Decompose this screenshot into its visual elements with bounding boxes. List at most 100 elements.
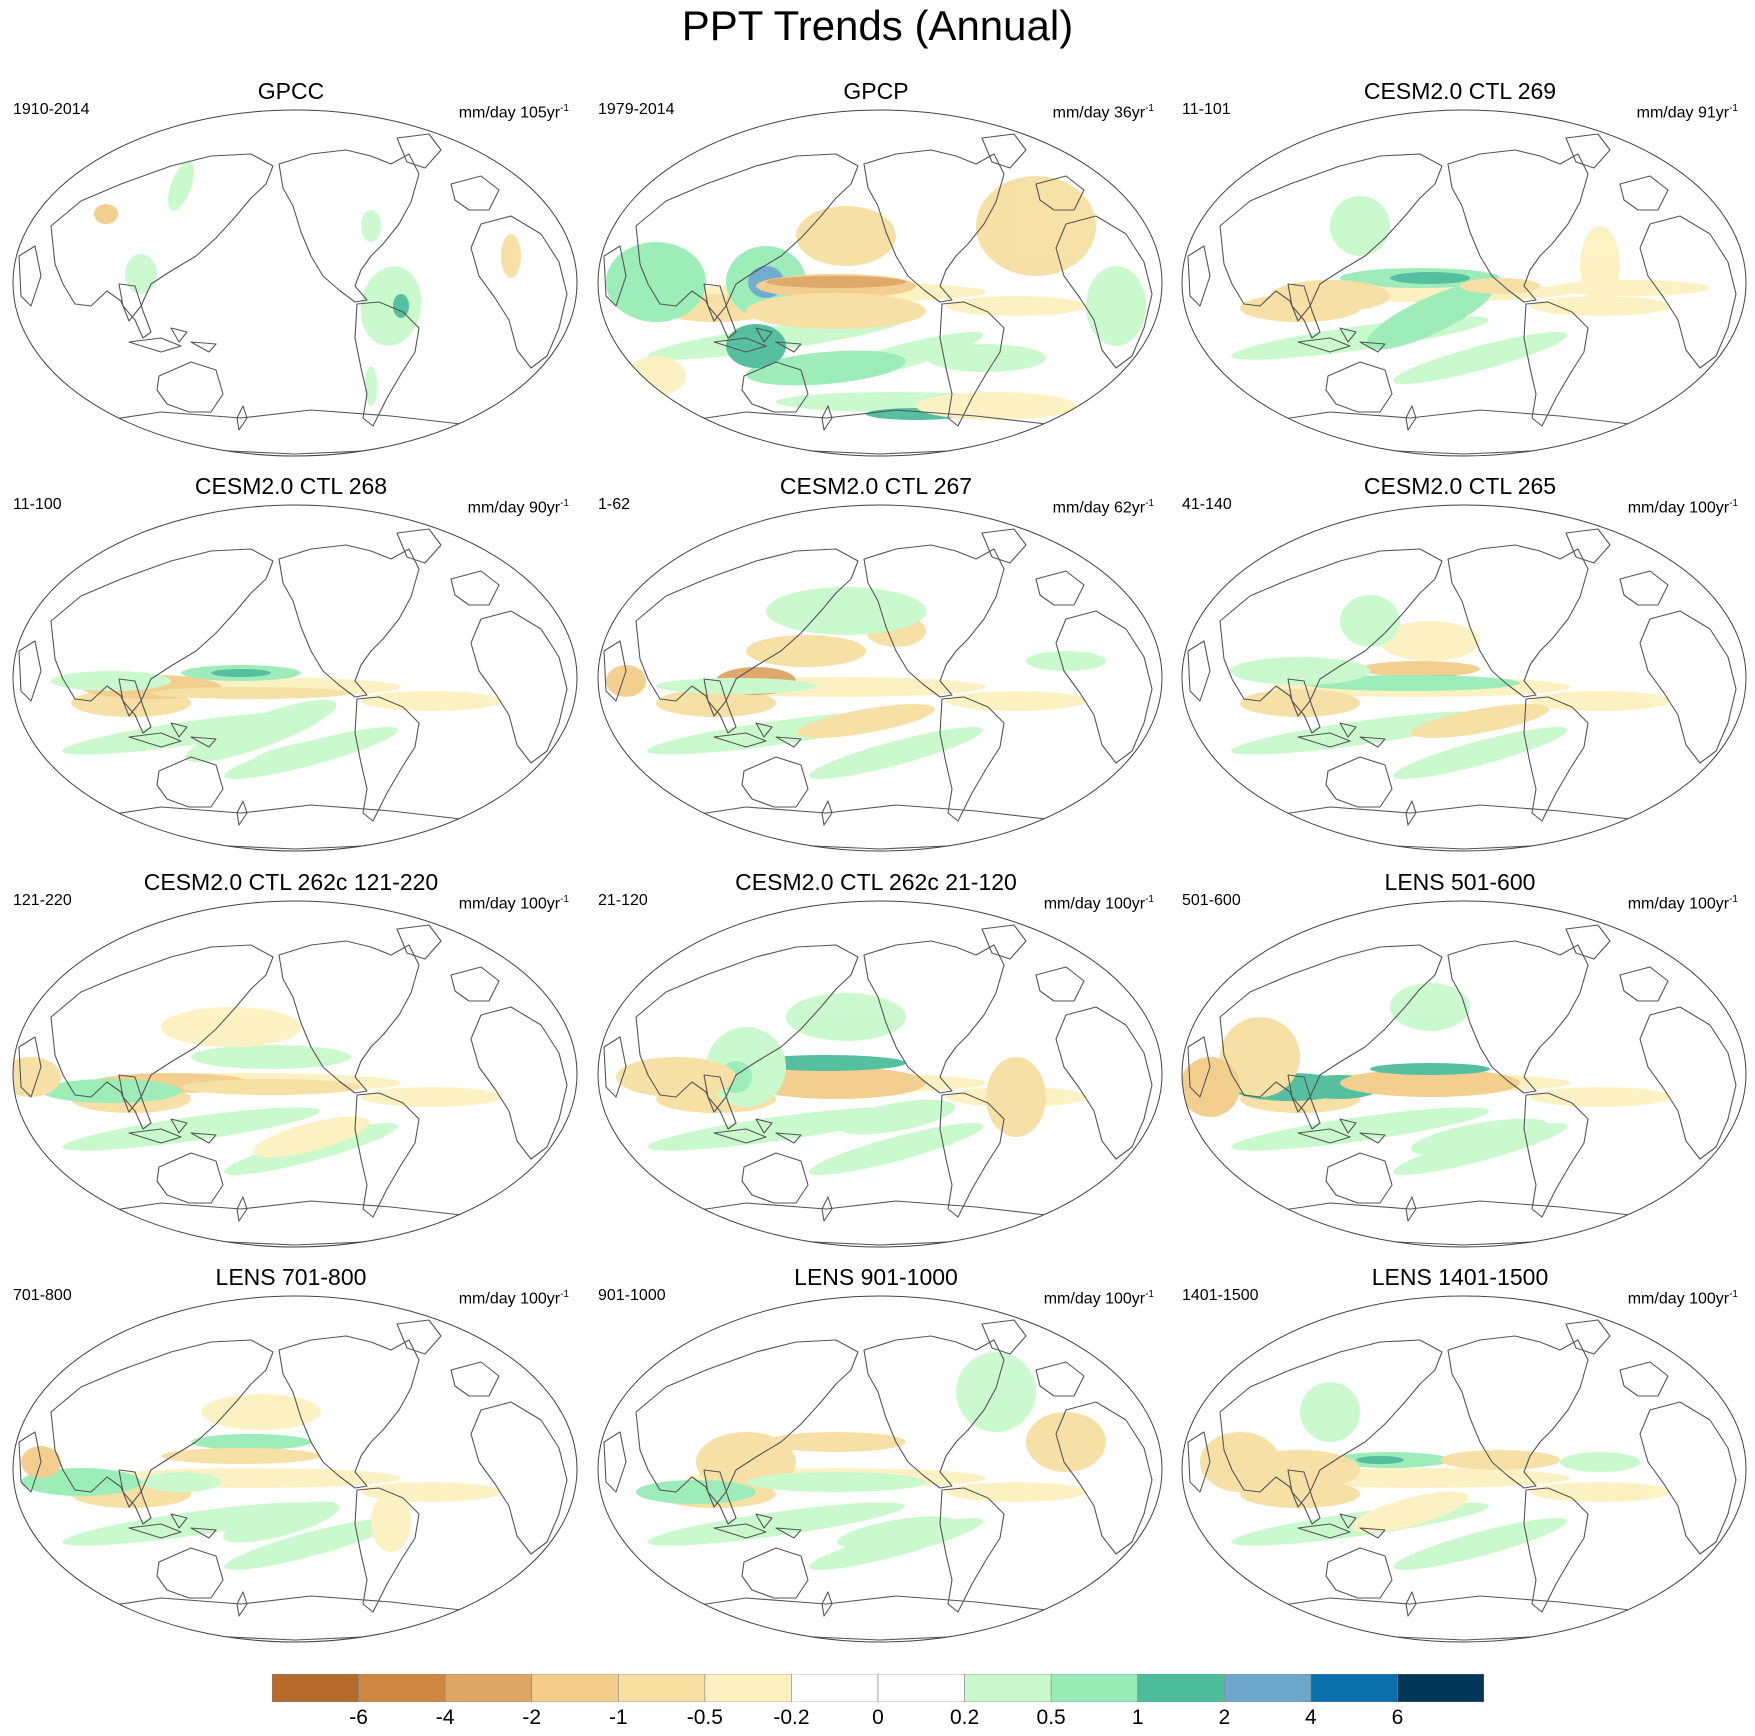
coastline [354, 301, 420, 427]
trend-patch [956, 1352, 1036, 1432]
colorbar-box [531, 1674, 619, 1702]
panel-period: 701-800 [13, 1287, 72, 1304]
coastline [603, 1036, 627, 1098]
coastline [1187, 1431, 1211, 1493]
panel-units-text: mm/day 91yr [1636, 104, 1730, 122]
map-border [597, 1295, 1163, 1643]
panel-units-text: mm/day 100yr [1043, 1290, 1146, 1308]
panel-units: mm/day 62yr-1 [1053, 494, 1154, 518]
figure-title: PPT Trends (Annual) [681, 2, 1074, 49]
trend-patch [1411, 1118, 1549, 1156]
trend-field [21, 1394, 501, 1571]
panel-units: mm/day 100yr-1 [1628, 1285, 1738, 1309]
trend-field [51, 665, 501, 780]
coastline [863, 544, 1005, 698]
coastline [703, 1469, 737, 1525]
trend-patch [51, 671, 171, 691]
world-map [12, 1295, 578, 1643]
panel-units-exponent: -1 [1729, 1289, 1738, 1300]
panel-title: GPCC [257, 78, 325, 104]
trend-patch [181, 1079, 361, 1095]
coastline [713, 327, 802, 353]
trend-patch [766, 587, 926, 635]
world-map [1181, 1295, 1747, 1643]
map-border [597, 109, 1163, 457]
coastline [1405, 1196, 1417, 1222]
coastline [1523, 696, 1589, 822]
coastline [939, 301, 1005, 427]
panel-title: CESM2.0 CTL 265 [1363, 473, 1557, 499]
trend-patch [916, 392, 1076, 420]
coastline [1325, 361, 1393, 413]
map-panel: CESM2.0 CTL 262c 121-220 121-220 mm/day 10… [3, 869, 579, 1248]
panel-title: LENS 501-600 [1384, 869, 1536, 895]
coastline [1619, 966, 1669, 1002]
panel-title: LENS 901-1000 [794, 1264, 958, 1290]
coastline [1055, 1401, 1153, 1555]
trend-patch [746, 293, 926, 329]
coastline [1639, 215, 1737, 369]
coastline [1447, 544, 1589, 698]
trend-patch [1086, 266, 1146, 346]
panel-period: 1979-2014 [598, 101, 675, 118]
coastline [450, 966, 500, 1002]
trend-patch [746, 635, 866, 667]
coastline [128, 722, 217, 748]
coastline [1187, 640, 1211, 702]
coastline [278, 1335, 420, 1489]
coastline [1297, 1513, 1386, 1539]
coastline [703, 283, 737, 339]
colorbar-box [1050, 1674, 1139, 1702]
coastline [396, 133, 442, 169]
trend-patch [647, 1107, 905, 1151]
map-panel: LENS 501-600 501-600 mm/day 100yr-1 [1172, 869, 1748, 1248]
panel-units-text: mm/day 100yr [1627, 1290, 1730, 1308]
trend-patch [1530, 1482, 1670, 1502]
coastline [1035, 966, 1085, 1002]
colorbar-box [1397, 1674, 1484, 1702]
trend-patch [1230, 657, 1370, 685]
panel-title: LENS 1401-1500 [1371, 1264, 1549, 1290]
coastline [236, 1591, 248, 1617]
trend-patch [626, 356, 686, 396]
trend-patch [656, 689, 776, 717]
coastline [981, 924, 1027, 960]
colorbar-tick-label: -0.5 [686, 1706, 723, 1729]
coastline [1297, 722, 1386, 748]
trend-patch [168, 161, 194, 211]
coastline [1325, 1152, 1393, 1204]
coastline [1287, 1469, 1321, 1525]
coastline [450, 175, 500, 211]
map-panel: CESM2.0 CTL 268 11-100 mm/day 90yr-1 [3, 473, 579, 852]
coastline [354, 1092, 420, 1218]
trend-field [606, 176, 1146, 420]
coastline [741, 756, 809, 808]
coastlines [1187, 924, 1737, 1246]
coastline [1287, 283, 1321, 339]
coastline [1523, 301, 1589, 427]
panel-units-exponent: -1 [1729, 894, 1738, 905]
panel-units-exponent: -1 [1145, 1289, 1154, 1300]
coastline [1405, 1591, 1417, 1617]
coastline [635, 944, 859, 1113]
coastline [1055, 610, 1153, 764]
trend-patch [1231, 711, 1489, 755]
panel-units-text: mm/day 90yr [467, 499, 561, 517]
trend-patch [1300, 1382, 1360, 1442]
panel-period: 11-101 [1182, 101, 1231, 118]
panel-units: mm/day 100yr-1 [1044, 890, 1154, 914]
trend-patch [976, 176, 1096, 276]
coastline [1219, 1339, 1443, 1508]
coastline [939, 696, 1005, 822]
coastline [470, 215, 568, 369]
panel-period: 1-62 [598, 496, 631, 513]
trend-patch [501, 234, 521, 278]
trend-patch [371, 1492, 411, 1552]
world-map [1181, 504, 1747, 852]
panel-units-text: mm/day 62yr [1052, 499, 1146, 517]
colorbar-labels: -6 -4 -2 -1 -0.5 -0.2 0 0.2 0.5 1 2 4 6 [0, 1706, 1755, 1736]
coastline [1565, 133, 1611, 169]
trend-patch [94, 204, 118, 224]
map-panel: GPCP 1979-2014 mm/day 36yr-1 [588, 78, 1164, 457]
world-map [597, 900, 1163, 1248]
